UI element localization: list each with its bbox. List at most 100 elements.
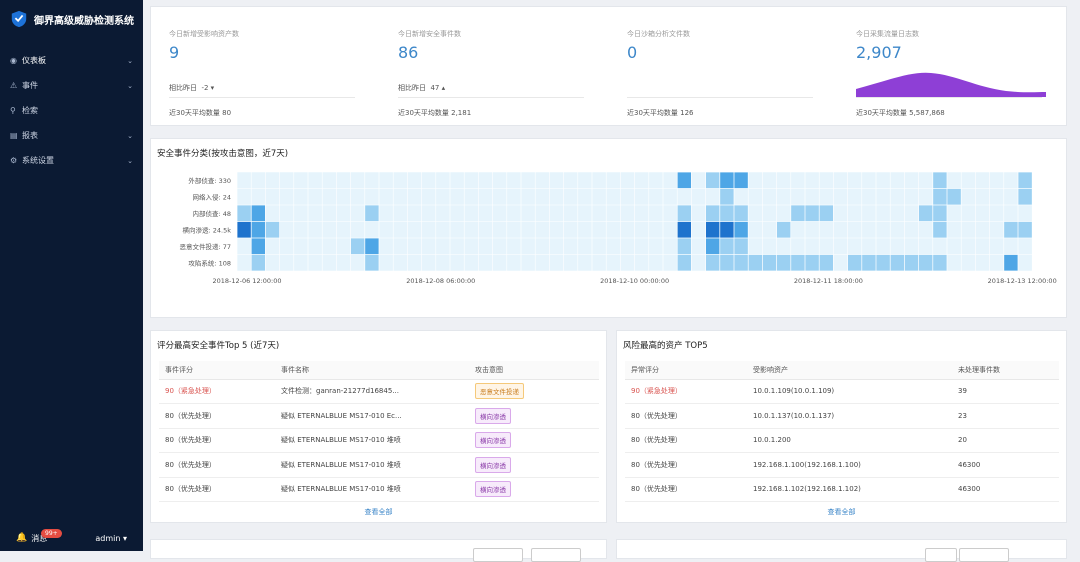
heatmap-cell[interactable] <box>720 172 734 189</box>
heatmap-cell[interactable] <box>1018 221 1032 238</box>
heatmap-cell[interactable] <box>677 205 691 222</box>
heatmap-cell[interactable] <box>933 221 947 238</box>
column-header[interactable]: 未处理事件数 <box>952 361 1059 380</box>
heatmap-cell[interactable] <box>706 221 720 238</box>
heatmap-cell[interactable] <box>734 172 748 189</box>
table-row[interactable]: 80（优先处理） 疑似 ETERNALBLUE MS17-010 堆喷 横向渗透 <box>159 428 599 453</box>
heatmap-cell[interactable] <box>1004 221 1018 238</box>
heatmap-cell[interactable] <box>933 172 947 189</box>
kpi-average: 近30天平均数量 2,181 <box>398 109 472 117</box>
column-header[interactable]: 受影响资产 <box>747 361 952 380</box>
heatmap-cell[interactable] <box>734 205 748 222</box>
table-row[interactable]: 80（优先处理） 10.0.1.137(10.0.1.137) 23 <box>625 403 1059 429</box>
heatmap-cell[interactable] <box>251 205 265 222</box>
top-events-view-all-link[interactable]: 查看全部 <box>364 508 393 516</box>
heatmap-cell[interactable] <box>237 205 251 222</box>
table-row[interactable]: 80（优先处理） 192.168.1.100(192.168.1.100) 4630… <box>625 452 1059 478</box>
table-row[interactable]: 80（优先处理） 疑似 ETERNALBLUE MS17-010 堆喷 横向渗透 <box>159 477 599 502</box>
traffic-sparkline <box>856 72 1046 97</box>
heatmap-cell[interactable] <box>904 254 919 271</box>
messages-link[interactable]: 消息 <box>31 533 48 543</box>
heatmap-cell[interactable] <box>720 254 734 271</box>
column-header[interactable]: 攻击意图 <box>469 361 599 380</box>
heatmap-cell[interactable] <box>734 254 748 271</box>
heatmap-cell[interactable] <box>777 254 791 271</box>
table-row[interactable]: 90（紧急处理） 10.0.1.109(10.0.1.109) 39 <box>625 379 1059 404</box>
heatmap-cell[interactable] <box>819 205 833 222</box>
lower-left-toggle-button-1[interactable] <box>473 548 523 562</box>
kpi-label: 今日新增受影响资产数 <box>169 30 239 38</box>
heatmap-cell[interactable] <box>677 254 691 271</box>
heatmap-cell[interactable] <box>791 254 805 271</box>
lower-left-toggle-button-2[interactable] <box>531 548 581 562</box>
column-header[interactable]: 事件名称 <box>275 361 469 380</box>
heatmap-cell[interactable] <box>805 254 819 271</box>
heatmap-cell[interactable] <box>1004 254 1018 271</box>
heatmap-cell[interactable] <box>734 238 748 255</box>
table-row[interactable]: 80（优先处理） 10.0.1.200 20 <box>625 428 1059 453</box>
sidebar-item-4[interactable]: ⚙ 系统设置 ⌄ <box>0 148 143 173</box>
heatmap-cell[interactable] <box>1018 172 1032 189</box>
sidebar-item-0[interactable]: ◉ 仪表板 ⌄ <box>0 48 143 73</box>
asset-cell: 192.168.1.100(192.168.1.100) <box>747 452 952 478</box>
heatmap-cell[interactable] <box>748 254 762 271</box>
sidebar-item-1[interactable]: ⚠ 事件 ⌄ <box>0 73 143 98</box>
table-row[interactable]: 80（优先处理） 192.168.1.102(192.168.1.102) 4630… <box>625 477 1059 502</box>
heatmap-cell[interactable] <box>919 205 933 222</box>
sidebar-item-3[interactable]: ▤ 报表 ⌄ <box>0 123 143 148</box>
heatmap-cell[interactable] <box>677 238 691 255</box>
heatmap-cell[interactable] <box>720 221 734 238</box>
kpi-value: 0 <box>627 43 638 62</box>
heatmap-cell[interactable] <box>251 238 265 255</box>
sidebar-item-2[interactable]: ⚲ 检索 <box>0 98 143 123</box>
heatmap-cell[interactable] <box>251 254 265 271</box>
column-header[interactable]: 事件评分 <box>159 361 275 380</box>
heatmap-cell[interactable] <box>791 205 805 222</box>
heatmap-cell[interactable] <box>1018 188 1032 205</box>
heatmap-cell[interactable] <box>365 205 379 222</box>
table-row[interactable]: 90（紧急处理） 文件检测：ganran-21277d16845... 恶意文件投递 <box>159 379 599 404</box>
bell-icon[interactable]: 🔔 <box>16 533 28 543</box>
heatmap-cell[interactable] <box>720 188 734 205</box>
heatmap-cell[interactable] <box>237 221 251 238</box>
heatmap-cell[interactable] <box>720 205 734 222</box>
heatmap-cell[interactable] <box>933 188 947 205</box>
heatmap-cell[interactable] <box>706 238 720 255</box>
heatmap-cell[interactable] <box>677 221 691 238</box>
heatmap-cell[interactable] <box>933 254 947 271</box>
heatmap-cell[interactable] <box>890 254 904 271</box>
column-header[interactable]: 异常评分 <box>625 361 747 380</box>
heatmap-cell[interactable] <box>706 172 720 189</box>
heatmap-cell[interactable] <box>862 254 876 271</box>
heatmap-cell[interactable] <box>351 238 365 255</box>
heatmap-cell[interactable] <box>265 221 280 238</box>
heatmap-cell[interactable] <box>919 254 933 271</box>
lower-right-toggle-button-1[interactable] <box>925 548 957 562</box>
heatmap-cell[interactable] <box>805 205 819 222</box>
heatmap-cell[interactable] <box>819 254 833 271</box>
app-logo[interactable]: 御界高级威胁检测系统 <box>0 0 143 38</box>
lower-right-toggle-button-2[interactable] <box>959 548 1009 562</box>
table-row[interactable]: 80（优先处理） 疑似 ETERNALBLUE MS17-010 堆喷 横向渗透 <box>159 452 599 478</box>
heatmap-cell[interactable] <box>251 221 265 238</box>
heatmap-cell[interactable] <box>947 188 961 205</box>
heatmap-cell[interactable] <box>876 254 890 271</box>
heatmap-cell[interactable] <box>365 254 379 271</box>
heatmap-cell[interactable] <box>706 254 720 271</box>
heatmap-cell[interactable] <box>720 238 734 255</box>
heatmap-cell[interactable] <box>677 172 691 189</box>
heatmap-cell[interactable] <box>734 221 748 238</box>
heatmap-cell[interactable] <box>762 254 777 271</box>
heatmap-cell[interactable] <box>777 221 791 238</box>
heatmap-cell[interactable] <box>933 205 947 222</box>
top-assets-view-all-link[interactable]: 查看全部 <box>827 508 856 516</box>
user-menu[interactable]: admin ▾ <box>95 533 127 543</box>
heatmap-cell[interactable] <box>848 254 862 271</box>
gear-icon: ⚙ <box>10 156 18 165</box>
heatmap-cell[interactable] <box>706 205 720 222</box>
asset-cell: 10.0.1.200 <box>747 428 952 453</box>
table-row[interactable]: 80（优先处理） 疑似 ETERNALBLUE MS17-010 Ec... 横向渗… <box>159 403 599 429</box>
kpi-value: 86 <box>398 43 419 62</box>
heatmap-cell[interactable] <box>365 238 379 255</box>
kpi-card-3: 今日采集流量日志数 2,907 近30天平均数量 5,587,868 <box>838 7 1046 127</box>
